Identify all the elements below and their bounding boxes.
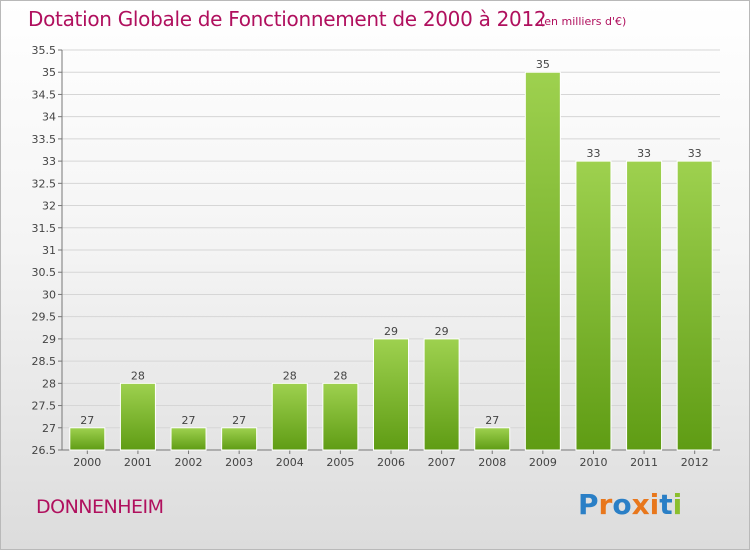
y-tick-label: 34 (42, 111, 56, 124)
y-tick-label: 26.5 (32, 444, 57, 457)
y-tick-label: 32 (42, 200, 56, 213)
y-tick-label: 28 (42, 377, 56, 390)
bar (423, 338, 460, 451)
commune-name: DONNENHEIM (36, 496, 164, 518)
data-label: 33 (586, 147, 600, 160)
x-tick-label: 2000 (73, 456, 101, 469)
x-tick-label: 2008 (478, 456, 506, 469)
logo-letter: r (598, 488, 613, 521)
bar (119, 382, 156, 451)
data-label: 33 (637, 147, 651, 160)
x-tick-label: 2006 (377, 456, 405, 469)
chart-unit: (en milliers d'€) (540, 15, 627, 28)
y-tick-labels: 26.5 27 27.5 28 28.5 29 29.5 30 30.5 31 31.5 32 32.5… (32, 44, 57, 457)
x-tick-label: 2004 (276, 456, 304, 469)
data-label: 27 (80, 414, 94, 427)
y-tick-label: 30 (42, 288, 56, 301)
bar (524, 71, 561, 451)
y-tick-label: 32.5 (32, 177, 57, 190)
x-tick-label: 2009 (529, 456, 557, 469)
y-tick-label: 30.5 (32, 266, 57, 279)
data-label: 27 (485, 414, 499, 427)
y-tick-label: 31 (42, 244, 56, 257)
data-label: 28 (131, 369, 145, 382)
bar (322, 382, 359, 451)
chart-title: Dotation Globale de Fonctionnement de 20… (28, 7, 547, 31)
bar (676, 160, 713, 451)
y-tick-label: 33 (42, 155, 56, 168)
x-tick-label: 2005 (326, 456, 354, 469)
data-labels: 27 28 27 27 28 28 29 29 27 35 33 33 33 (80, 58, 701, 427)
y-tick-label: 29.5 (32, 311, 57, 324)
data-label: 29 (435, 325, 449, 338)
data-label: 29 (384, 325, 398, 338)
bar (575, 160, 612, 451)
bar (170, 427, 207, 451)
bar (474, 427, 511, 451)
data-label: 33 (688, 147, 702, 160)
y-tick-label: 31.5 (32, 222, 57, 235)
x-tick-label: 2003 (225, 456, 253, 469)
proxiti-logo: Proxiti (578, 488, 682, 521)
logo-letter: x (631, 488, 650, 521)
y-tick-label: 35.5 (32, 44, 57, 57)
y-tick-label: 27.5 (32, 400, 57, 413)
bar (373, 338, 409, 451)
data-label: 27 (232, 414, 246, 427)
logo-letter: o (612, 488, 632, 521)
logo-letter: i (649, 488, 660, 521)
bar (626, 160, 663, 451)
data-label: 28 (333, 369, 347, 382)
y-tick-label: 34.5 (32, 88, 57, 101)
bars (69, 71, 713, 451)
data-label: 35 (536, 58, 550, 71)
y-tick-label: 33.5 (32, 133, 57, 146)
data-label: 27 (182, 414, 196, 427)
y-tick-label: 28.5 (32, 355, 57, 368)
x-tick-labels: 2000 2001 2002 2003 2004 2005 2006 2007 2008 2009… (73, 456, 708, 469)
y-tick-label: 35 (42, 66, 56, 79)
x-tick-label: 2011 (630, 456, 658, 469)
logo-letter: i (672, 488, 683, 521)
x-tick-label: 2002 (175, 456, 203, 469)
bar (221, 427, 258, 451)
bar (271, 382, 308, 451)
x-tick-label: 2012 (681, 456, 709, 469)
x-tick-label: 2010 (579, 456, 607, 469)
logo-letter: t (659, 488, 673, 521)
y-tick-label: 27 (42, 422, 56, 435)
x-tick-label: 2001 (124, 456, 152, 469)
data-label: 28 (283, 369, 297, 382)
x-tick-label: 2007 (428, 456, 456, 469)
logo-letter: P (578, 488, 599, 521)
y-tick-label: 29 (42, 333, 56, 346)
bar (69, 427, 106, 451)
